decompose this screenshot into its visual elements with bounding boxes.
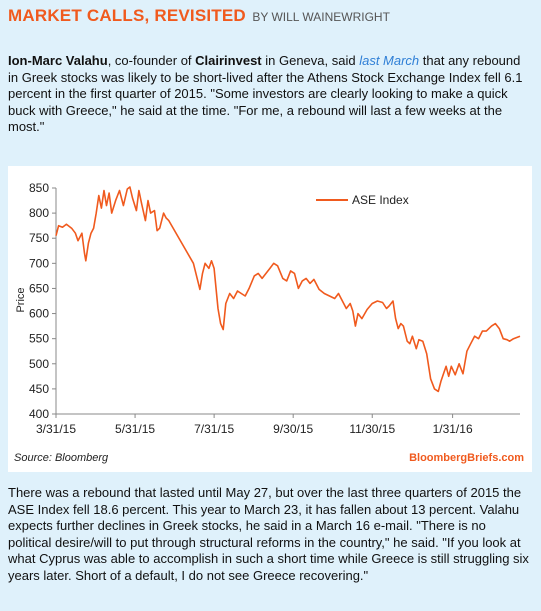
- y-axis-label: Price: [15, 287, 27, 312]
- brand-note: BloombergBriefs.com: [409, 452, 524, 464]
- x-axis: 3/31/15 5/31/15 7/31/15 9/30/15 11/30/15 1/31…: [36, 413, 520, 436]
- byline: BY WILL WAINEWRIGHT: [252, 10, 390, 24]
- source-note: Source: Bloomberg: [14, 452, 109, 464]
- y-tick-label: 500: [29, 357, 49, 371]
- y-tick-label: 650: [29, 281, 49, 295]
- article-header: MARKET CALLS, REVISITED BY WILL WAINEWRI…: [8, 6, 390, 26]
- ase-index-chart: 400 450 500 550 600 650 700 750 800 850 3/31/15 5/…: [15, 181, 521, 436]
- y-tick-label: 600: [29, 307, 49, 321]
- headline: MARKET CALLS, REVISITED: [8, 6, 246, 25]
- person-name: Ion-Marc Valahu: [8, 53, 108, 68]
- y-tick-label: 700: [29, 256, 49, 270]
- last-march-link[interactable]: last March: [359, 53, 420, 68]
- y-tick-label: 400: [29, 407, 49, 421]
- series-line-ase-index: [55, 186, 521, 393]
- x-tick-label: 1/31/16: [433, 422, 473, 436]
- chart-panel: 400 450 500 550 600 650 700 750 800 850 3/31/15 5/…: [8, 166, 532, 472]
- intro-text-3: that any rebound in Greek stocks was lik…: [8, 53, 523, 135]
- x-tick-label: 7/31/15: [194, 422, 234, 436]
- y-tick-label: 550: [29, 332, 49, 346]
- firm-name: Clairinvest: [195, 53, 262, 68]
- body-paragraph: There was a rebound that lasted until Ma…: [8, 485, 529, 583]
- y-tick-label: 850: [29, 181, 49, 195]
- y-tick-label: 750: [29, 231, 49, 245]
- legend-label: ASE Index: [352, 193, 409, 207]
- y-axis: 400 450 500 550 600 650 700 750 800 850: [29, 181, 57, 421]
- intro-text-1: , co-founder of: [107, 53, 196, 68]
- x-tick-label: 9/30/15: [273, 422, 313, 436]
- y-tick-label: 800: [29, 206, 49, 220]
- x-tick-label: 3/31/15: [36, 422, 76, 436]
- intro-text-2: in Geneva, said: [261, 53, 360, 68]
- x-tick-label: 5/31/15: [115, 422, 155, 436]
- x-tick-label: 11/30/15: [349, 422, 395, 436]
- y-tick-label: 450: [29, 382, 49, 396]
- legend: ASE Index: [316, 193, 409, 207]
- intro-paragraph: Ion-Marc Valahu, co-founder of Clairinve…: [8, 53, 532, 136]
